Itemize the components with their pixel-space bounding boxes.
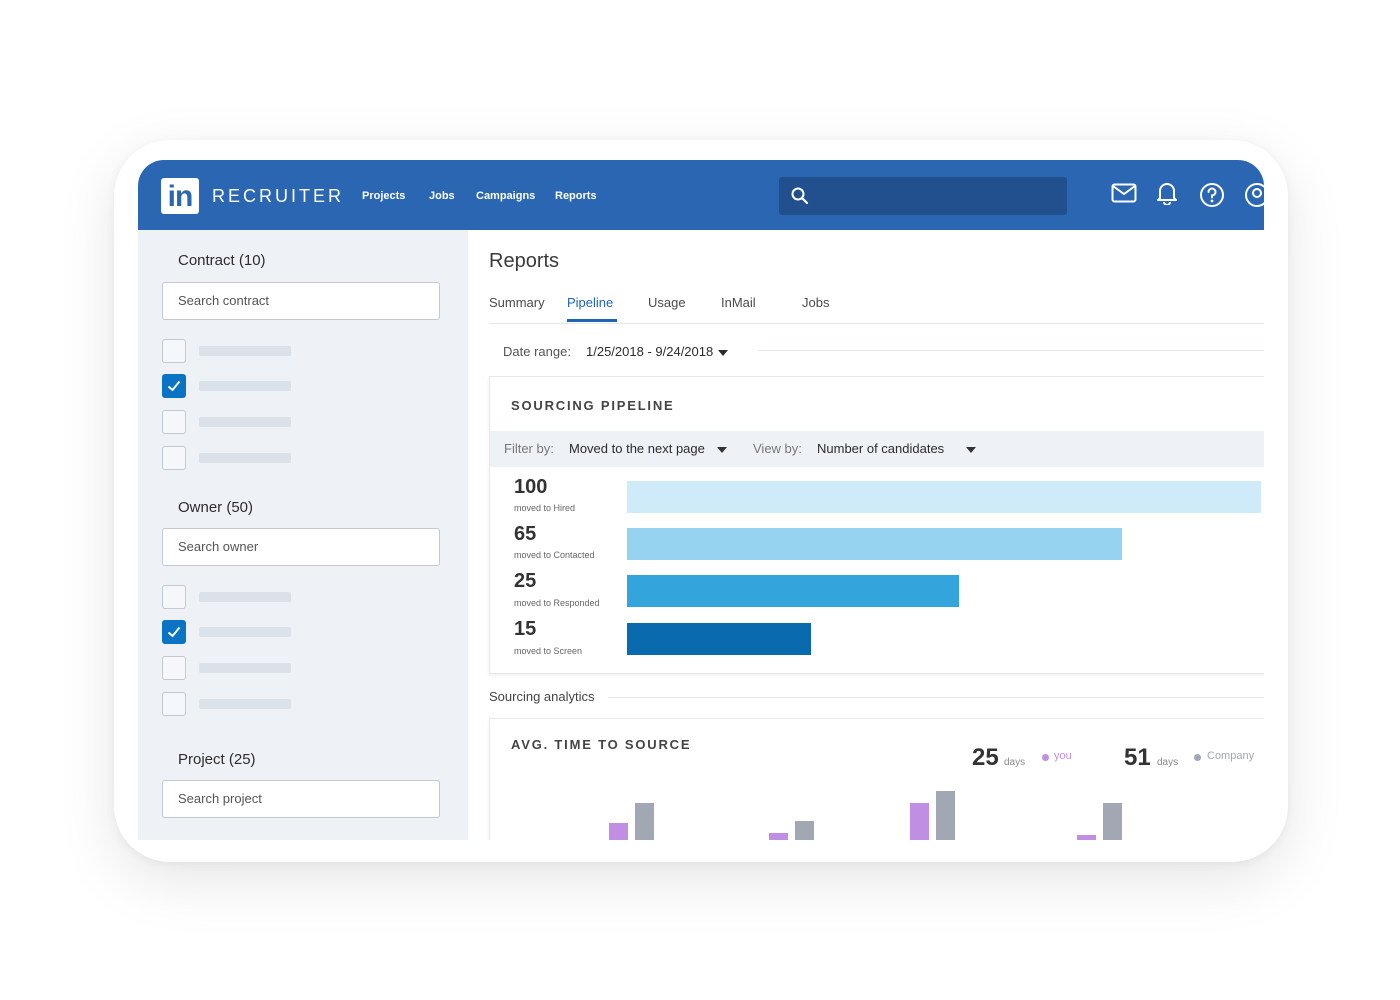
- search-input[interactable]: [779, 177, 1067, 215]
- owner-option-placeholder: [199, 592, 291, 602]
- contract-filter-label: Contract (10): [178, 252, 266, 269]
- search-icon: [791, 187, 809, 205]
- company-bar-4: [1103, 803, 1122, 840]
- you-bar-3: [910, 803, 929, 840]
- filter-by-dropdown[interactable]: Moved to the next page: [569, 441, 705, 456]
- company-bar-1: [635, 803, 654, 840]
- company-days-value: 51: [1124, 744, 1151, 771]
- nav-jobs[interactable]: Jobs: [429, 190, 455, 202]
- owner-option-placeholder: [199, 663, 291, 673]
- pipeline-row-value: 100: [514, 476, 548, 498]
- mail-icon[interactable]: [1111, 183, 1137, 203]
- company-bar-3: [936, 791, 955, 840]
- owner-checkbox[interactable]: [162, 656, 186, 680]
- pipeline-row-label: moved to Contacted: [514, 550, 595, 560]
- pipeline-bar-screen: [627, 623, 811, 655]
- pipeline-row-label: moved to Responded: [514, 598, 600, 608]
- date-range-dropdown[interactable]: 1/25/2018 - 9/24/2018: [586, 344, 728, 359]
- notifications-bell-icon[interactable]: [1156, 181, 1178, 205]
- contract-option-placeholder: [199, 346, 291, 356]
- you-bar-2: [769, 833, 788, 840]
- company-days-unit: days: [1157, 757, 1179, 768]
- pipeline-bar-contacted: [627, 528, 1122, 560]
- chevron-down-icon[interactable]: [717, 447, 727, 453]
- contract-checkbox[interactable]: [162, 410, 186, 434]
- reports-main: Reports Summary Pipeline Usage InMail Jo…: [468, 230, 1264, 840]
- you-bar-4: [1077, 835, 1096, 840]
- page-title: Reports: [489, 250, 560, 272]
- you-days-value: 25: [972, 744, 999, 771]
- you-legend-dot: [1042, 754, 1049, 761]
- nav-campaigns[interactable]: Campaigns: [476, 190, 536, 202]
- time-to-source-title: AVG. TIME TO SOURCE: [511, 737, 692, 752]
- tab-pipeline[interactable]: Pipeline: [567, 295, 614, 310]
- you-bar-1: [609, 823, 628, 840]
- date-range-label: Date range:: [503, 344, 571, 359]
- chevron-down-icon[interactable]: [966, 447, 976, 453]
- pipeline-row-label: moved to Screen: [514, 646, 583, 656]
- chevron-down-icon: [717, 349, 728, 356]
- owner-search-input[interactable]: Search owner: [162, 528, 440, 566]
- filter-sidebar: Contract (10) Search contract Owner (50)…: [138, 230, 468, 840]
- sourcing-analytics-label: Sourcing analytics: [489, 689, 595, 704]
- view-by-dropdown[interactable]: Number of candidates: [817, 441, 945, 456]
- linkedin-logo[interactable]: in: [161, 178, 199, 214]
- pipeline-bar-responded: [627, 575, 959, 607]
- owner-option-placeholder: [199, 627, 291, 637]
- avg-time-to-source-card: AVG. TIME TO SOURCE 25 days you 51 days …: [489, 718, 1264, 840]
- pipeline-card-title: SOURCING PIPELINE: [511, 398, 675, 413]
- you-days-unit: days: [1004, 757, 1026, 768]
- nav-projects[interactable]: Projects: [362, 190, 406, 202]
- pipeline-row-value: 25: [514, 570, 537, 592]
- contract-search-input[interactable]: Search contract: [162, 282, 440, 320]
- help-icon[interactable]: [1199, 182, 1225, 208]
- tab-summary[interactable]: Summary: [489, 295, 545, 310]
- pipeline-row-label: moved to Hired: [514, 503, 576, 513]
- owner-checkbox[interactable]: [162, 585, 186, 609]
- contract-option-placeholder: [199, 453, 291, 463]
- pipeline-row-value: 15: [514, 618, 537, 640]
- tabs-divider: [489, 323, 1264, 324]
- profile-avatar-icon[interactable]: [1244, 182, 1264, 208]
- tab-inmail[interactable]: InMail: [721, 295, 756, 310]
- view-by-label: View by:: [753, 441, 802, 456]
- owner-checkbox[interactable]: [162, 692, 186, 716]
- tab-usage[interactable]: Usage: [648, 295, 686, 310]
- top-navigation-bar: in RECRUITER Projects Jobs Campaigns Rep…: [138, 160, 1264, 230]
- company-legend-dot: [1194, 754, 1201, 761]
- contract-checkbox[interactable]: [162, 446, 186, 470]
- pipeline-filter-bar: Filter by: Moved to the next page View b…: [490, 431, 1264, 467]
- sourcing-pipeline-card: SOURCING PIPELINE Filter by: Moved to th…: [489, 376, 1264, 674]
- owner-option-placeholder: [199, 699, 291, 709]
- company-legend-label: Company: [1207, 750, 1255, 762]
- filter-by-label: Filter by:: [504, 441, 554, 456]
- pipeline-row-value: 65: [514, 523, 537, 545]
- owner-checkbox-checked[interactable]: [162, 620, 186, 644]
- section-divider: [608, 697, 1264, 698]
- checkmark-icon: [167, 380, 181, 392]
- date-range-value: 1/25/2018 - 9/24/2018: [586, 344, 714, 359]
- brand-name: RECRUITER: [212, 186, 345, 206]
- tab-jobs[interactable]: Jobs: [802, 295, 830, 310]
- project-search-input[interactable]: Search project: [162, 780, 440, 818]
- you-legend-label: you: [1054, 750, 1072, 762]
- nav-reports[interactable]: Reports: [555, 190, 597, 202]
- project-filter-label: Project (25): [178, 751, 256, 768]
- active-tab-indicator: [567, 319, 617, 322]
- owner-filter-label: Owner (50): [178, 499, 254, 516]
- contract-option-placeholder: [199, 417, 291, 427]
- company-bar-2: [795, 821, 814, 840]
- contract-checkbox[interactable]: [162, 339, 186, 363]
- date-divider: [758, 350, 1264, 351]
- pipeline-bar-hired: [627, 481, 1261, 513]
- checkmark-icon: [167, 626, 181, 638]
- app-window: in RECRUITER Projects Jobs Campaigns Rep…: [138, 160, 1264, 840]
- contract-checkbox-checked[interactable]: [162, 374, 186, 398]
- contract-option-placeholder: [199, 381, 291, 391]
